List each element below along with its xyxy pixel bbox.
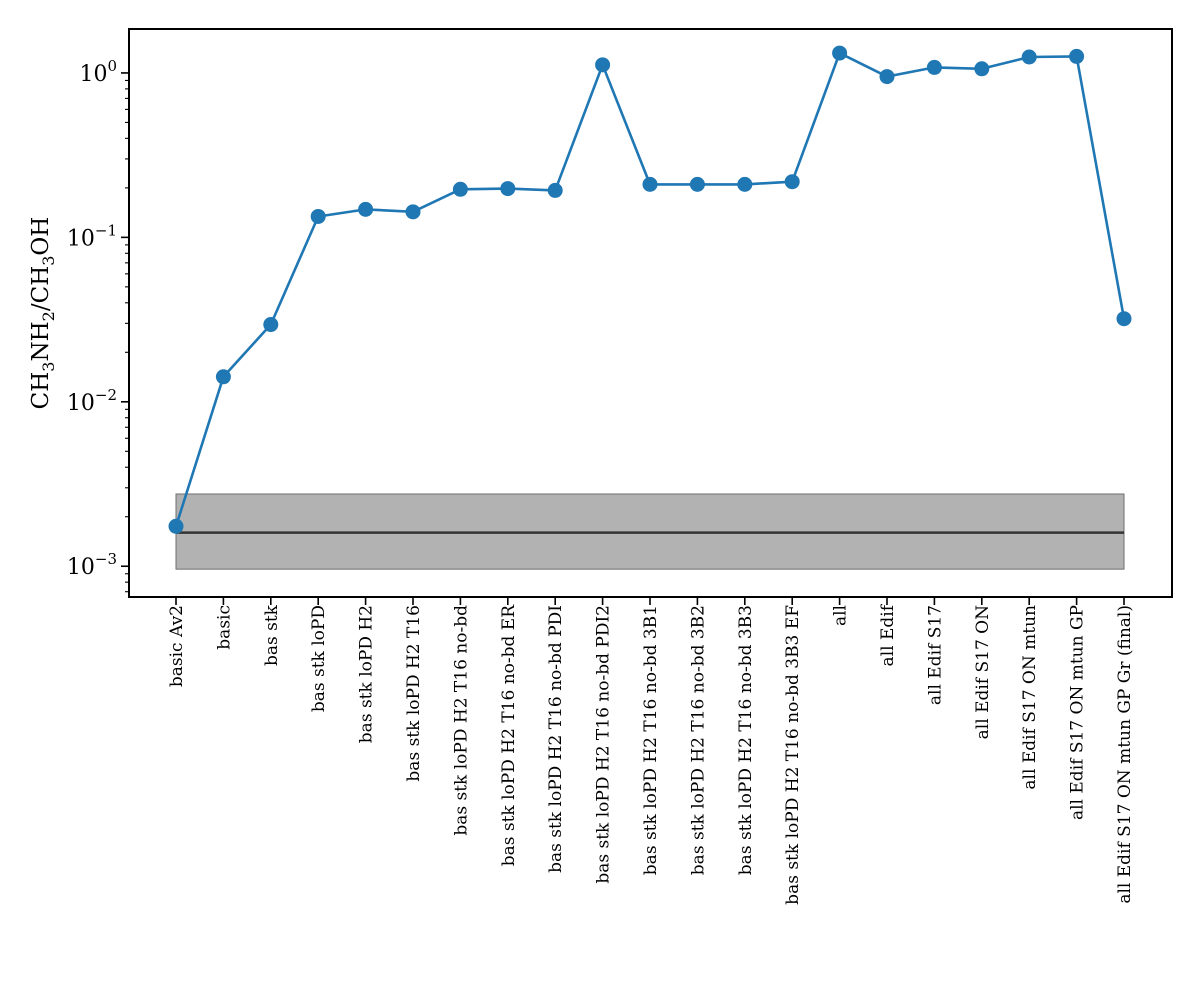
data-point	[974, 61, 990, 77]
y-axis-title: CH3NH2/CH3OH	[28, 217, 58, 410]
data-point	[926, 59, 942, 75]
y-tick-base: 10	[67, 391, 95, 416]
x-tick-label: all Edif S17 ON	[973, 605, 993, 739]
y-tick-exponent: −1	[95, 221, 117, 239]
x-tick-label: all Edif S17	[925, 605, 945, 705]
x-tick-label: bas stk loPD H2 T16 no-bd PDI	[546, 605, 566, 873]
x-tick-label: bas stk loPD H2 T16	[404, 605, 424, 782]
ylabel-part: OH	[28, 217, 54, 256]
x-tick-label: basic Av2	[167, 605, 187, 687]
y-tick-exponent: −2	[95, 386, 117, 404]
x-tick-label: bas stk loPD H2 T16 no-bd 3B1	[641, 605, 661, 875]
x-tick-label: bas stk loPD H2 T16 no-bd ER	[499, 604, 519, 866]
data-point	[500, 181, 516, 197]
x-tick-label: bas stk loPD H2 T16 no-bd	[451, 605, 471, 836]
y-tick-exponent: 0	[107, 57, 117, 75]
y-tick-label: 10−1	[67, 221, 117, 251]
data-point	[358, 201, 374, 217]
x-axis: basic Av2 basic bas stk bas stk loPD bas stk…	[167, 597, 1135, 905]
y-tick-base: 10	[67, 226, 95, 251]
ylabel-sub: 2	[39, 311, 58, 321]
x-tick-label: all Edif S17 ON mtun GP Gr (final)	[1115, 605, 1135, 904]
ylabel-sub: 3	[39, 256, 58, 266]
data-point	[642, 176, 658, 192]
data-point	[263, 317, 279, 333]
observed-range-layer	[175, 493, 1125, 570]
x-tick-label: bas stk loPD H2 T16 no-bd 3B2	[688, 605, 708, 875]
x-tick-label: all Edif	[878, 603, 898, 666]
data-point	[879, 69, 895, 85]
data-point	[547, 182, 563, 198]
y-tick-base: 10	[79, 62, 107, 87]
data-point	[310, 208, 326, 224]
data-point	[215, 369, 231, 385]
y-tick-base: 10	[67, 555, 95, 580]
x-tick-label: all Edif S17 ON mtun GP	[1068, 605, 1088, 820]
x-tick-label: all	[831, 605, 851, 626]
ylabel-sub: 3	[39, 362, 58, 372]
data-point	[1069, 48, 1085, 64]
x-tick-label: bas stk	[262, 604, 282, 666]
x-tick-label: bas stk loPD H2 T16 no-bd 3B3	[736, 605, 756, 875]
x-tick-label: bas stk loPD H2	[357, 605, 377, 743]
x-tick-label: all Edif S17 ON mtun	[1020, 605, 1040, 790]
x-tick-label: bas stk loPD	[309, 605, 329, 712]
y-tick-label: 10−2	[67, 386, 117, 416]
data-point	[595, 57, 611, 73]
ylabel-part: NH	[28, 321, 54, 361]
x-tick-label: bas stk loPD H2 T16 no-bd 3B3 EF	[783, 605, 803, 905]
data-point	[1021, 49, 1037, 65]
data-point	[784, 174, 800, 190]
data-point	[832, 45, 848, 61]
data-point	[168, 518, 184, 534]
y-tick-label: 100	[79, 57, 117, 87]
y-tick-exponent: −3	[95, 550, 117, 568]
data-point	[405, 204, 421, 220]
data-point	[1116, 311, 1132, 327]
y-tick-label: 10−3	[67, 550, 117, 580]
data-point	[689, 176, 705, 192]
data-point	[737, 176, 753, 192]
x-tick-label: basic	[214, 605, 234, 650]
ylabel-part: CH	[28, 372, 54, 410]
series-layer	[168, 45, 1132, 534]
ylabel-part: /CH	[28, 266, 54, 311]
x-tick-label: bas stk loPD H2 T16 no-bd PDI2	[594, 605, 614, 884]
data-point	[452, 181, 468, 197]
